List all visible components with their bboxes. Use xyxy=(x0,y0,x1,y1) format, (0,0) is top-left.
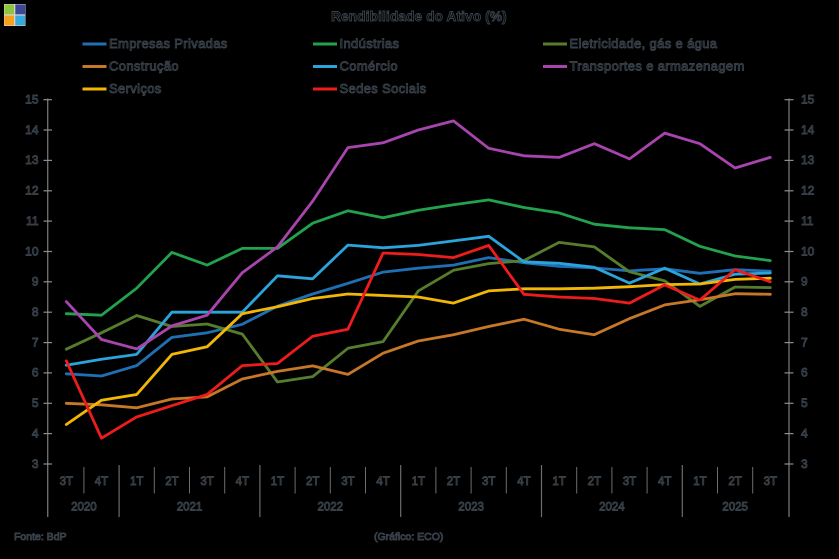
svg-text:Fonte: BdP: Fonte: BdP xyxy=(14,531,67,543)
svg-text:3: 3 xyxy=(801,457,808,471)
svg-text:3T: 3T xyxy=(200,476,213,488)
svg-text:Empresas Privadas: Empresas Privadas xyxy=(109,36,228,51)
svg-text:4T: 4T xyxy=(376,476,389,488)
svg-text:3T: 3T xyxy=(482,476,495,488)
svg-text:3T: 3T xyxy=(341,476,354,488)
svg-text:15: 15 xyxy=(25,93,39,107)
svg-text:Indústrias: Indústrias xyxy=(340,36,400,51)
svg-text:2023: 2023 xyxy=(458,502,484,514)
svg-text:4T: 4T xyxy=(658,476,671,488)
svg-text:1T: 1T xyxy=(412,476,425,488)
svg-text:6: 6 xyxy=(801,366,808,380)
svg-text:8: 8 xyxy=(801,305,808,319)
svg-text:2021: 2021 xyxy=(177,502,203,514)
svg-text:12: 12 xyxy=(25,184,39,198)
svg-text:9: 9 xyxy=(32,275,39,289)
svg-text:2T: 2T xyxy=(728,476,741,488)
svg-text:5: 5 xyxy=(32,396,39,410)
svg-text:11: 11 xyxy=(26,214,39,228)
svg-text:2025: 2025 xyxy=(722,502,748,514)
svg-text:12: 12 xyxy=(801,184,815,198)
svg-text:Rendibilidade do Ativo (%): Rendibilidade do Ativo (%) xyxy=(331,9,507,24)
svg-text:13: 13 xyxy=(25,153,39,167)
svg-text:4T: 4T xyxy=(95,476,108,488)
svg-text:14: 14 xyxy=(801,123,815,137)
svg-text:(Gráfico: ECO): (Gráfico: ECO) xyxy=(374,531,443,543)
svg-text:Sedes Sociais: Sedes Sociais xyxy=(340,81,427,96)
svg-text:10: 10 xyxy=(801,244,815,258)
svg-text:1T: 1T xyxy=(271,476,284,488)
svg-text:2T: 2T xyxy=(165,476,178,488)
svg-text:1T: 1T xyxy=(552,476,565,488)
svg-text:2T: 2T xyxy=(447,476,460,488)
svg-text:7: 7 xyxy=(32,335,39,349)
svg-text:Comércio: Comércio xyxy=(340,59,398,74)
svg-text:4T: 4T xyxy=(517,476,530,488)
svg-text:1T: 1T xyxy=(130,476,143,488)
svg-text:1T: 1T xyxy=(693,476,706,488)
svg-text:6: 6 xyxy=(32,366,39,380)
svg-text:3T: 3T xyxy=(623,476,636,488)
svg-text:2T: 2T xyxy=(306,476,319,488)
svg-text:7: 7 xyxy=(801,335,808,349)
svg-text:2022: 2022 xyxy=(318,502,344,514)
svg-text:4T: 4T xyxy=(236,476,249,488)
svg-text:4: 4 xyxy=(801,426,808,440)
svg-text:3: 3 xyxy=(32,457,39,471)
svg-text:13: 13 xyxy=(801,153,815,167)
svg-text:Eletricidade, gás e água: Eletricidade, gás e água xyxy=(570,36,718,51)
svg-text:15: 15 xyxy=(801,93,815,107)
svg-text:2T: 2T xyxy=(588,476,601,488)
svg-text:8: 8 xyxy=(32,305,39,319)
svg-text:Construção: Construção xyxy=(109,59,179,74)
svg-text:Serviços: Serviços xyxy=(109,81,162,96)
svg-text:10: 10 xyxy=(25,244,39,258)
svg-text:4: 4 xyxy=(32,426,39,440)
svg-text:5: 5 xyxy=(801,396,808,410)
svg-text:11: 11 xyxy=(801,214,814,228)
svg-text:14: 14 xyxy=(25,123,39,137)
svg-text:2020: 2020 xyxy=(71,502,97,514)
svg-text:2024: 2024 xyxy=(599,502,625,514)
svg-text:3T: 3T xyxy=(60,476,73,488)
svg-text:Transportes e armazenagem: Transportes e armazenagem xyxy=(570,59,745,74)
svg-text:3T: 3T xyxy=(764,476,777,488)
svg-text:9: 9 xyxy=(801,275,808,289)
